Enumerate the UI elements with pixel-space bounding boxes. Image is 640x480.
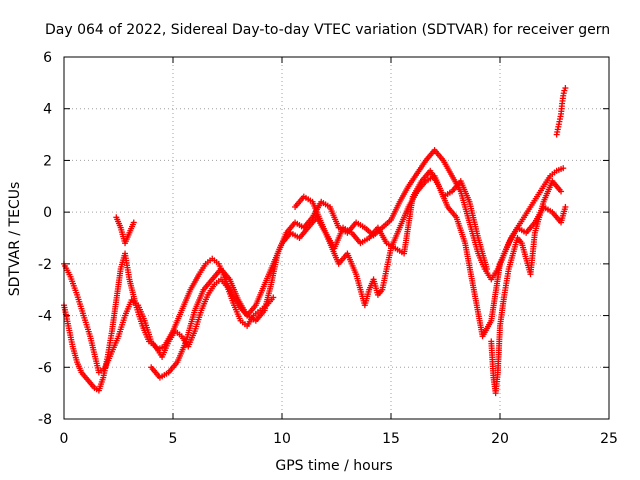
x-tick-label: 20 (491, 431, 509, 447)
data-point (560, 165, 567, 172)
y-tick-label: -6 (38, 360, 52, 376)
y-tick-label: 0 (43, 205, 52, 221)
data-point (562, 203, 569, 210)
plot-frame (63, 56, 610, 420)
y-tick-label: 2 (43, 153, 52, 169)
x-tick-label: 25 (600, 431, 618, 447)
x-tick-label: 5 (169, 431, 178, 447)
y-tick-label: 4 (43, 102, 52, 118)
data-point (130, 219, 137, 226)
data-points (61, 85, 569, 397)
data-point (562, 85, 569, 92)
x-tick-label: 15 (382, 431, 400, 447)
x-tick-label: 10 (273, 431, 291, 447)
y-axis-label: SDTVAR / TECUs (7, 182, 23, 297)
y-tick-label: 6 (43, 50, 52, 66)
data-point (270, 294, 277, 301)
data-point (558, 188, 565, 195)
x-tick-label: 0 (60, 431, 69, 447)
x-axis-label: GPS time / hours (275, 458, 392, 474)
chart-title: Day 064 of 2022, Sidereal Day-to-day VTE… (45, 22, 610, 38)
y-tick-label: -2 (38, 257, 52, 273)
ticks: 0 5 10 15 20 25 -8 -6 -4 -2 0 2 4 6 (38, 50, 618, 447)
y-tick-label: -8 (38, 412, 52, 428)
y-tick-label: -4 (38, 309, 52, 325)
data-point (483, 266, 490, 273)
